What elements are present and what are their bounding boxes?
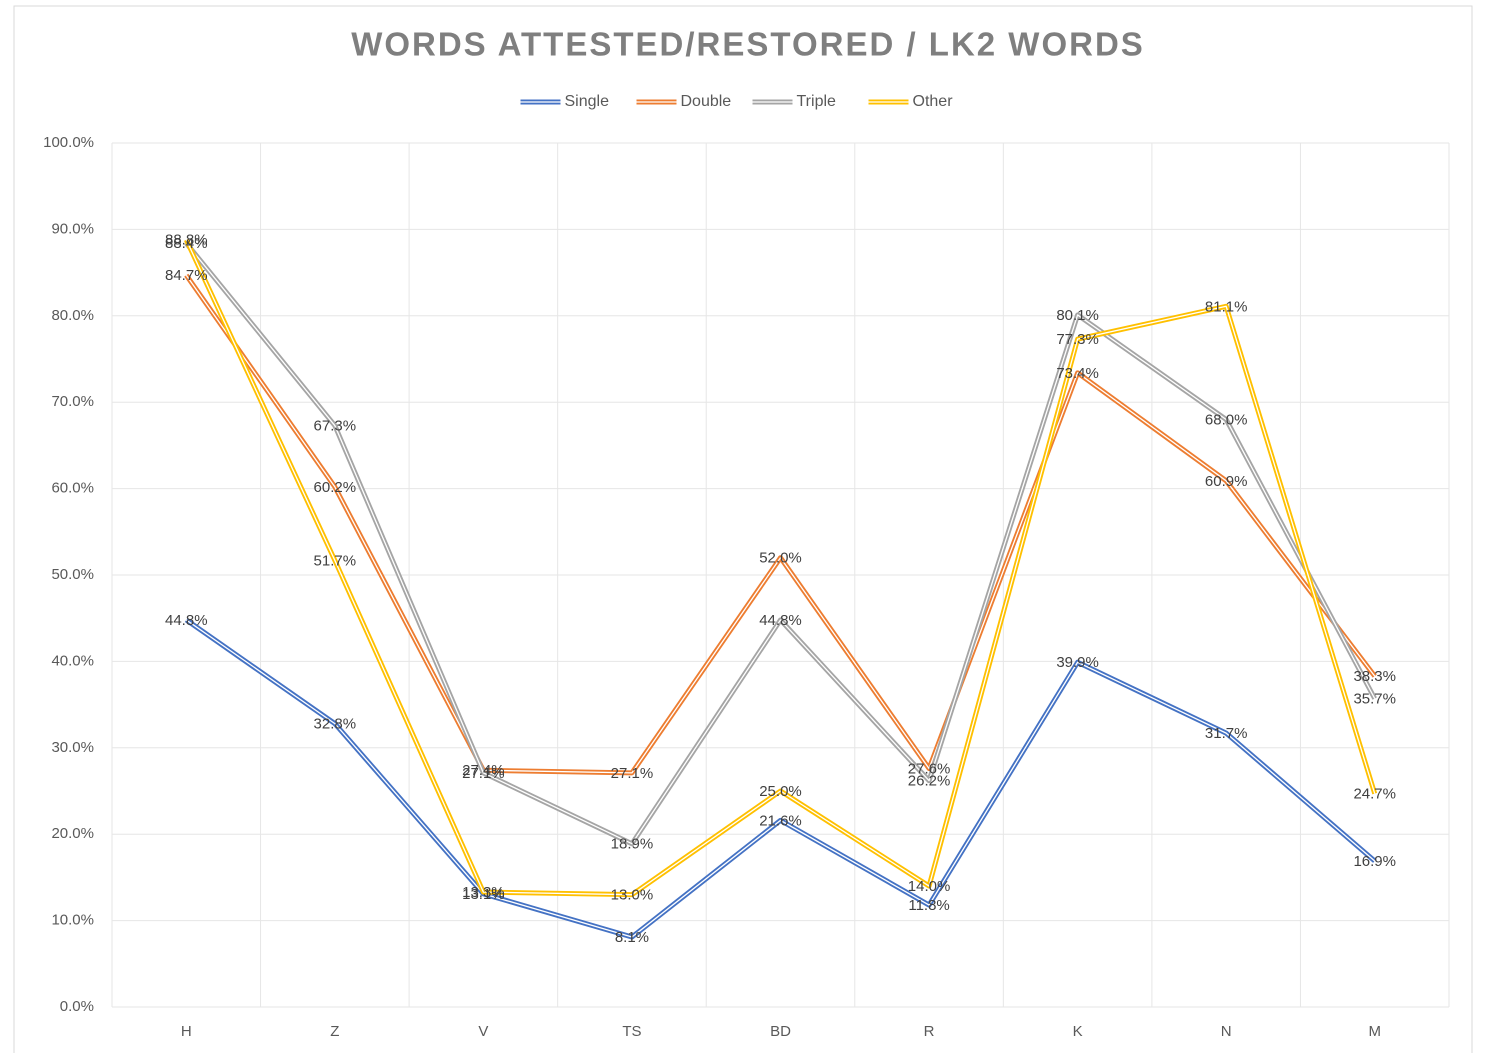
x-tick-label: M — [1368, 1023, 1381, 1040]
chart-title: WORDS ATTESTED/RESTORED / LK2 WORDS — [351, 26, 1145, 63]
data-label: 27.4% — [462, 762, 505, 779]
y-tick-label: 50.0% — [51, 566, 94, 583]
data-label: 67.3% — [314, 417, 357, 434]
data-label: 26.2% — [908, 773, 951, 790]
data-label: 27.1% — [462, 765, 505, 782]
data-label: 60.9% — [1205, 473, 1248, 490]
data-label: 68.0% — [1205, 411, 1248, 428]
data-label: 51.7% — [314, 552, 357, 569]
data-label: 27.1% — [611, 765, 654, 782]
x-tick-label: TS — [622, 1023, 641, 1040]
data-label: 88.8% — [165, 232, 208, 249]
series-line-core — [185, 274, 1376, 774]
data-label: 27.6% — [908, 761, 951, 778]
data-label: 13.1% — [462, 886, 505, 903]
data-label: 11.8% — [908, 897, 949, 914]
data-label: 44.8% — [759, 612, 802, 629]
y-tick-label: 80.0% — [51, 307, 94, 324]
x-tick-label: V — [478, 1023, 488, 1040]
data-label: 52.0% — [759, 550, 802, 567]
data-label: 13.0% — [611, 887, 654, 904]
data-label: 44.8% — [165, 612, 208, 629]
x-tick-label: Z — [330, 1023, 339, 1040]
data-label: 60.2% — [314, 479, 357, 496]
x-tick-label: N — [1221, 1023, 1232, 1040]
y-tick-label: 0.0% — [60, 998, 94, 1015]
y-tick-label: 100.0% — [43, 134, 94, 151]
y-tick-label: 10.0% — [51, 912, 94, 929]
data-label: 13.3% — [462, 884, 505, 901]
y-tick-label: 20.0% — [51, 825, 94, 842]
legend-label: Other — [913, 93, 954, 110]
data-label: 14.0% — [908, 878, 951, 895]
data-label: 25.0% — [759, 783, 802, 800]
data-label: 39.9% — [1056, 654, 1099, 671]
data-label: 24.7% — [1353, 786, 1396, 803]
series-line-core — [185, 242, 1376, 845]
data-label: 8.1% — [615, 929, 649, 946]
data-label: 35.7% — [1353, 691, 1396, 708]
legend-label: Single — [565, 93, 610, 110]
x-tick-label: H — [181, 1023, 192, 1040]
data-label: 77.3% — [1056, 331, 1099, 348]
legend-label: Triple — [797, 93, 837, 110]
data-label: 38.3% — [1353, 668, 1396, 685]
x-tick-label: K — [1073, 1023, 1083, 1040]
y-tick-label: 40.0% — [51, 652, 94, 669]
data-label: 18.9% — [611, 836, 654, 853]
data-label: 81.1% — [1205, 298, 1248, 315]
data-label: 16.9% — [1353, 853, 1396, 870]
x-tick-label: R — [924, 1023, 935, 1040]
y-tick-label: 90.0% — [51, 220, 94, 237]
chart-border — [13, 5, 1473, 1053]
data-label: 31.7% — [1205, 725, 1248, 742]
data-label: 88.4% — [165, 235, 208, 252]
series-line-core — [185, 239, 1376, 896]
data-label: 84.7% — [165, 267, 208, 284]
y-tick-label: 30.0% — [51, 739, 94, 756]
data-label: 32.8% — [314, 716, 357, 733]
x-tick-label: BD — [770, 1023, 791, 1040]
series-line-core — [185, 619, 1376, 938]
legend-label: Double — [681, 93, 732, 110]
y-tick-label: 70.0% — [51, 393, 94, 410]
y-tick-label: 60.0% — [51, 480, 94, 497]
data-label: 73.4% — [1056, 365, 1099, 382]
data-label: 80.1% — [1056, 307, 1099, 324]
data-label: 21.6% — [759, 812, 802, 829]
